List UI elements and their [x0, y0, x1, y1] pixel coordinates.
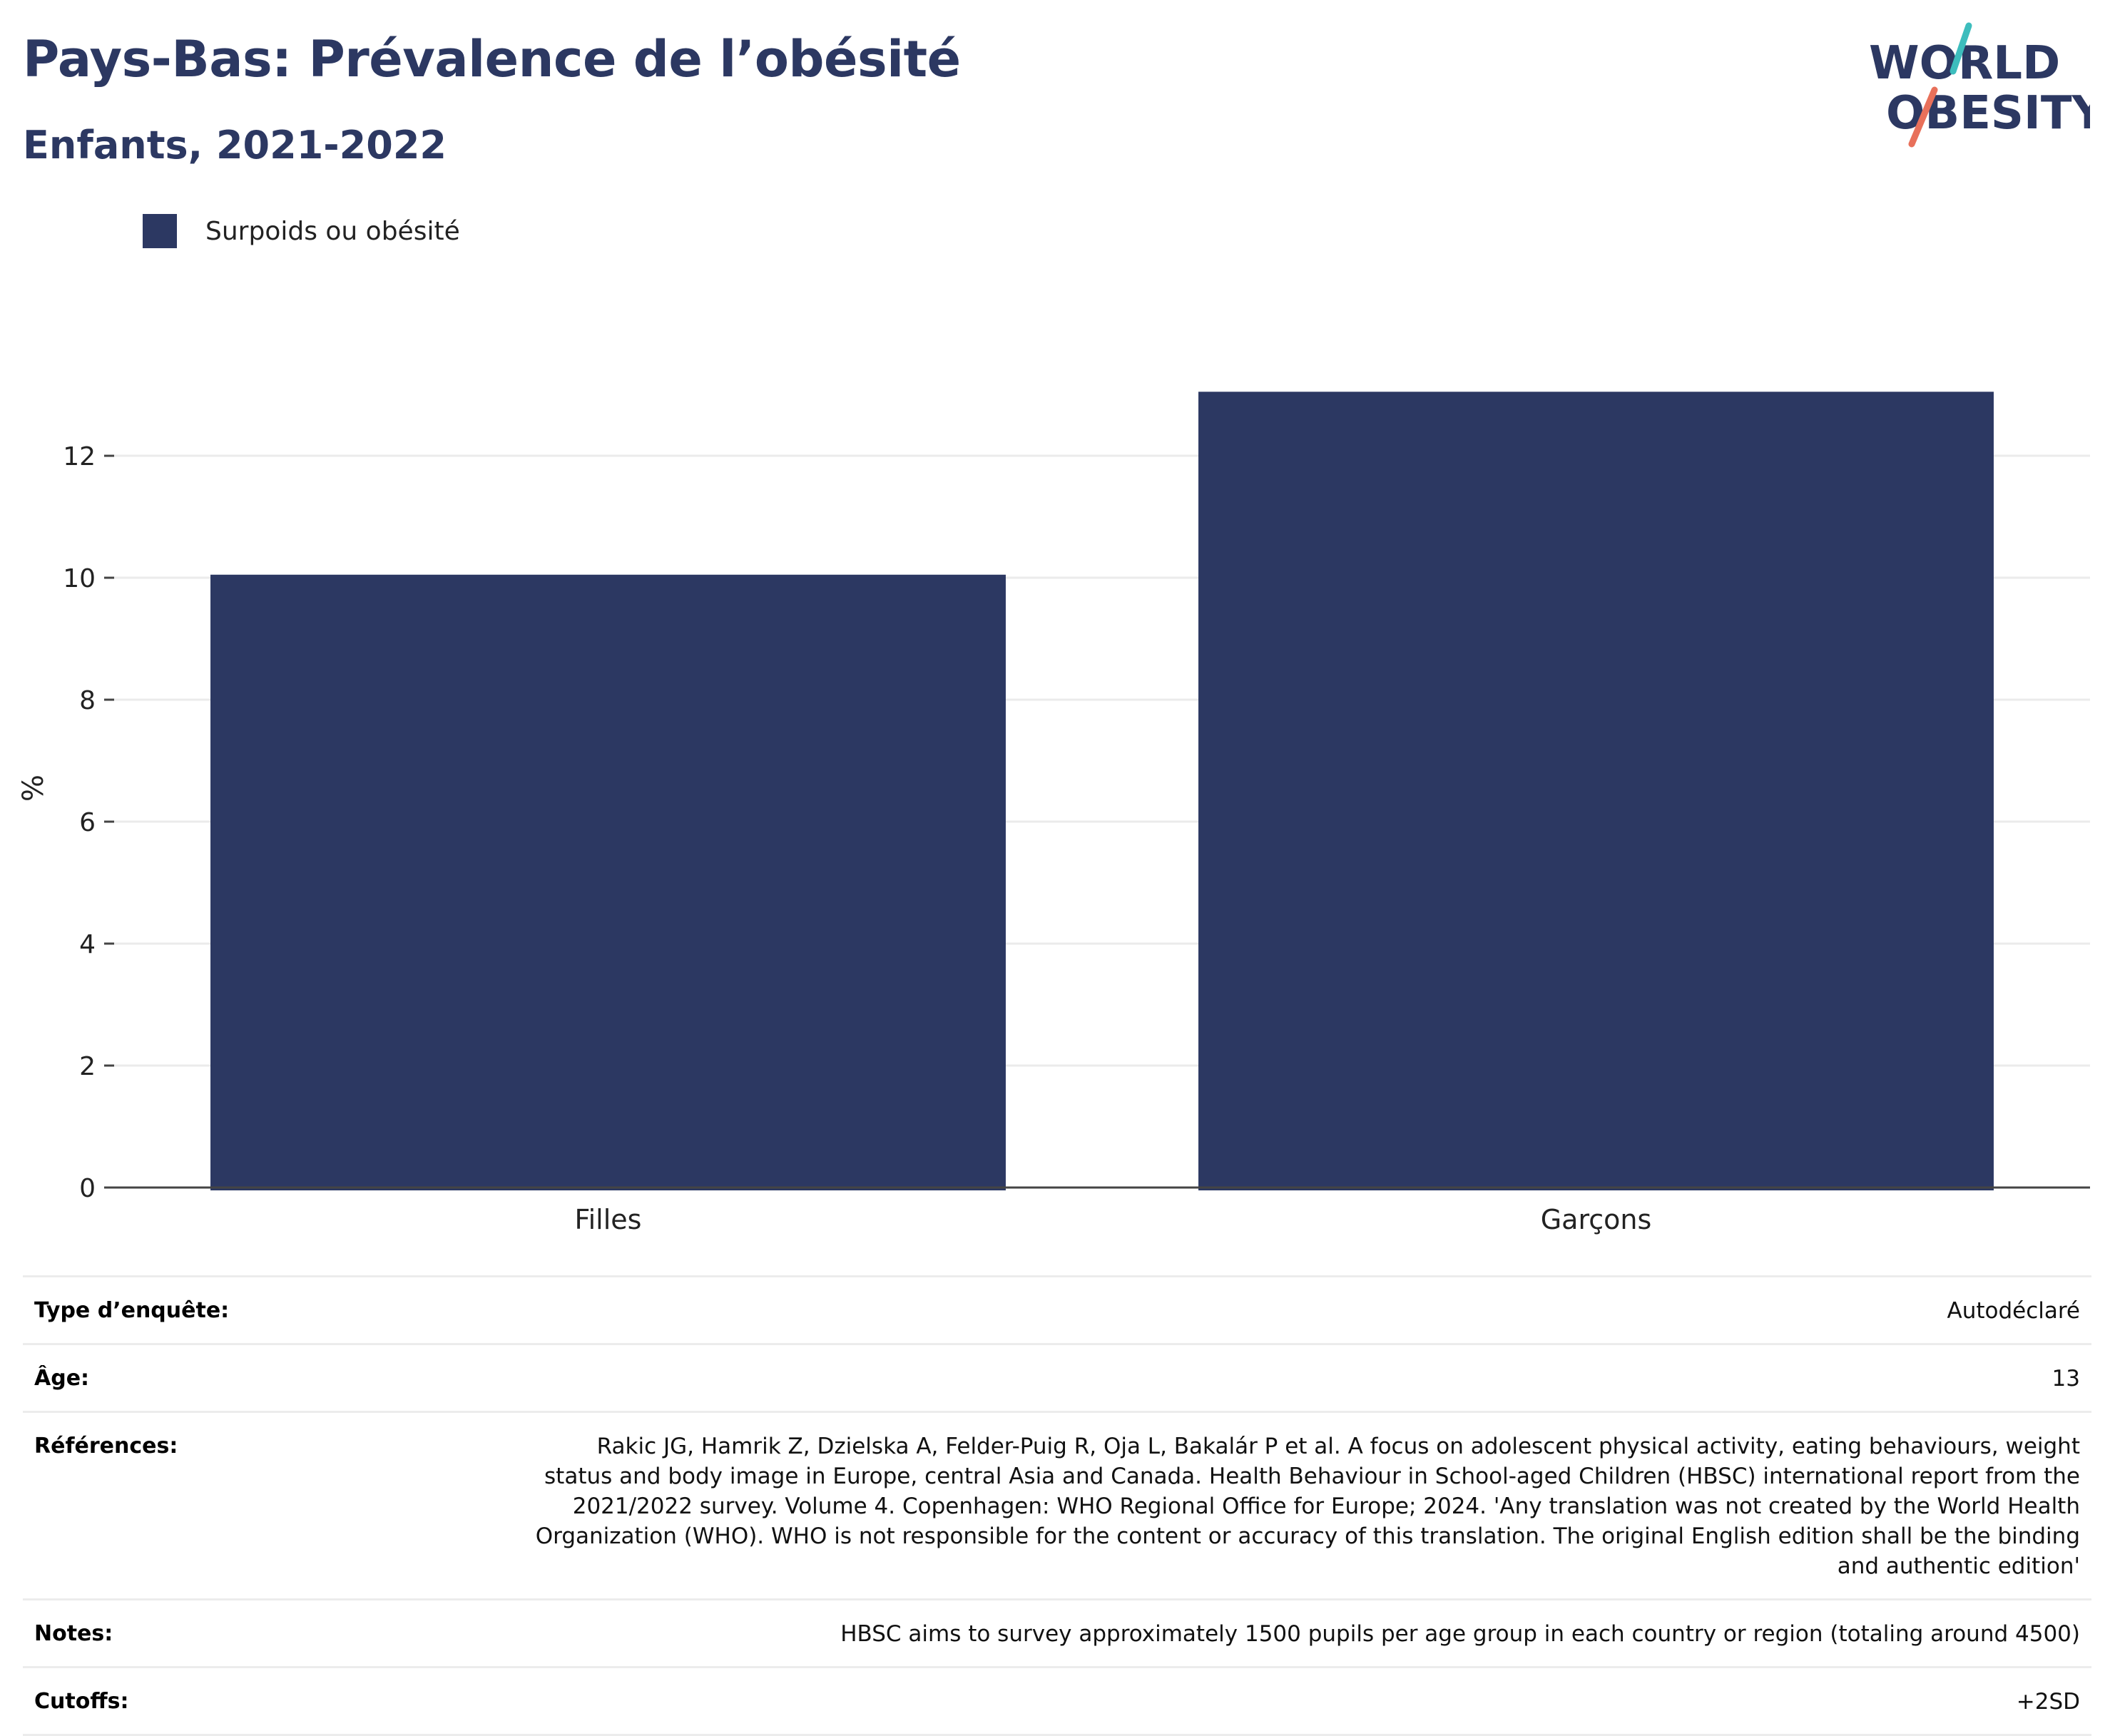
info-row-notes: Notes: HBSC aims to survey approximately… [23, 1600, 2091, 1668]
y-tick-label: 8 [79, 686, 96, 715]
y-tick-label: 0 [79, 1174, 96, 1203]
info-value: +2SD [2016, 1689, 2080, 1715]
info-label: Type d’enquête: [34, 1298, 230, 1323]
bar-filles [210, 574, 1006, 1190]
info-label: Notes: [34, 1621, 113, 1646]
bar-chart: 0 2 4 6 8 10 12% Filles Garçons [17, 392, 2090, 1235]
world-obesity-logo: WORLD OBESITY [1869, 22, 2090, 148]
y-tick-label: 4 [79, 930, 96, 959]
info-label: Références: [34, 1434, 178, 1459]
info-label: Cutoffs: [34, 1689, 129, 1714]
info-row-cutoffs: Cutoffs: +2SD [23, 1668, 2091, 1736]
info-value: 13 [2052, 1366, 2080, 1392]
y-tick-label: 6 [79, 808, 96, 837]
bar-garçons [1198, 392, 1994, 1190]
y-axis-label: % [17, 775, 50, 802]
info-label: Âge: [34, 1366, 90, 1391]
x-tick-label: Garçons [1541, 1204, 1652, 1235]
x-tick-label: Filles [575, 1204, 642, 1235]
info-row-references: Références: Rakic JG, Hamrik Z, Dzielska… [23, 1413, 2091, 1600]
info-row-survey-type: Type d’enquête: Autodéclaré [23, 1277, 2091, 1345]
info-value: Autodéclaré [1947, 1298, 2080, 1324]
y-tick-label: 2 [79, 1052, 96, 1081]
page-subtitle: Enfants, 2021-2022 [23, 123, 447, 168]
info-row-age: Âge: 13 [23, 1345, 2091, 1413]
info-value: HBSC aims to survey approximately 1500 p… [840, 1621, 2080, 1647]
page-title: Pays-Bas: Prévalence de l’obésité [23, 30, 961, 88]
chart-legend: Surpoids ou obésité [143, 214, 460, 248]
info-value: Rakic JG, Hamrik Z, Dzielska A, Felder-P… [535, 1434, 2080, 1579]
info-table: Type d’enquête: Autodéclaré Âge: 13 Réfé… [23, 1275, 2091, 1736]
legend-label: Surpoids ou obésité [205, 216, 460, 246]
y-tick-label: 12 [63, 442, 96, 471]
logo-coral-slash [1908, 86, 1938, 148]
y-tick-label: 10 [63, 564, 96, 593]
legend-swatch [143, 214, 177, 248]
logo-teal-slash [1950, 22, 1972, 75]
